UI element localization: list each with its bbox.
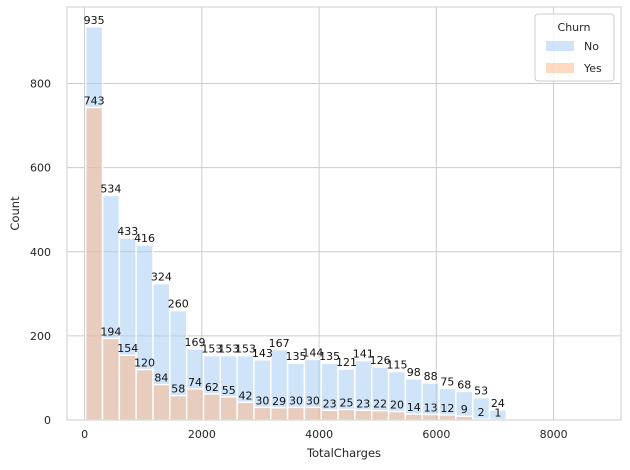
bar-yes	[320, 409, 339, 421]
bar-label-yes: 58	[171, 383, 185, 396]
bar-label-no: 126	[370, 354, 391, 367]
bar-label-yes: 22	[373, 398, 387, 411]
bar-label-yes: 154	[117, 342, 138, 355]
y-tick-label: 200	[30, 330, 51, 343]
bar-label-yes: 23	[356, 397, 370, 410]
bar-label-yes: 30	[306, 394, 320, 407]
bar-yes	[202, 393, 221, 421]
bar-yes	[404, 413, 423, 421]
bar-yes	[303, 406, 322, 421]
bar-label-no: 135	[286, 350, 307, 363]
bar-label-no: 416	[134, 232, 155, 245]
bar-label-no: 53	[474, 385, 488, 398]
y-tick-labels: 0 200 400 600 800	[30, 78, 51, 427]
bar-label-yes: 62	[205, 381, 219, 394]
bar-label-yes: 55	[222, 384, 236, 397]
bar-yes	[152, 383, 171, 421]
y-tick-label: 0	[44, 414, 51, 427]
legend-label-yes: Yes	[583, 62, 602, 75]
legend-label-no: No	[584, 40, 599, 53]
y-tick-label: 600	[30, 162, 51, 175]
x-tick-label: 8000	[540, 428, 568, 441]
bar-label-no: 75	[440, 375, 454, 388]
bar-label-yes: 14	[407, 401, 421, 414]
bar-label-no: 153	[218, 343, 239, 356]
bar-yes	[219, 396, 238, 421]
y-tick-label: 400	[30, 246, 51, 259]
bar-yes	[84, 106, 104, 421]
x-axis-title: TotalCharges	[306, 446, 381, 460]
bar-yes	[438, 414, 457, 421]
legend-swatch-yes	[546, 63, 574, 73]
bar-yes	[286, 406, 306, 421]
bar-labels-layer: 9355344334163242601691531531531431671351…	[84, 14, 505, 420]
bar-label-no: 68	[457, 378, 471, 391]
bar-label-no: 135	[319, 350, 340, 363]
bar-label-no: 935	[84, 14, 105, 27]
bar-label-yes: 42	[239, 389, 253, 402]
bar-label-no: 143	[252, 347, 273, 360]
bar-yes	[253, 406, 272, 421]
bar-label-no: 324	[151, 271, 172, 284]
bar-yes	[236, 401, 255, 421]
bar-yes	[354, 409, 373, 421]
bar-label-no: 24	[491, 397, 505, 410]
bar-label-yes: 25	[339, 396, 353, 409]
bar-label-yes: 30	[289, 394, 303, 407]
x-tick-label: 6000	[422, 428, 450, 441]
bar-yes	[135, 368, 154, 421]
y-tick-label: 800	[30, 78, 51, 91]
bar-label-yes: 30	[255, 394, 269, 407]
legend-title: Churn	[558, 21, 591, 34]
bar-label-yes: 12	[440, 402, 454, 415]
bar-label-no: 153	[235, 343, 256, 356]
bar-yes	[387, 410, 407, 421]
bars-layer	[84, 26, 508, 421]
bar-label-yes: 2	[478, 406, 485, 419]
bar-label-yes: 84	[154, 372, 168, 385]
x-tick-label: 2000	[188, 428, 216, 441]
legend-swatch-no	[546, 41, 574, 51]
bar-label-no: 115	[386, 359, 407, 372]
bar-yes	[455, 415, 474, 421]
bar-label-no: 141	[353, 348, 374, 361]
bar-label-yes: 29	[272, 395, 286, 408]
bar-label-yes: 23	[323, 397, 337, 410]
bar-label-no: 88	[424, 370, 438, 383]
bar-yes	[185, 388, 205, 421]
bar-label-no: 153	[201, 343, 222, 356]
bar-label-yes: 120	[134, 357, 155, 370]
bar-label-no: 144	[302, 346, 323, 359]
bar-label-yes: 743	[84, 95, 105, 108]
legend: Churn No Yes	[534, 13, 615, 82]
bar-label-yes: 194	[100, 325, 121, 338]
bar-label-yes: 13	[424, 402, 438, 415]
bar-yes	[421, 413, 440, 421]
x-tick-labels: 0 2000 4000 6000 8000	[81, 428, 567, 441]
bar-label-no: 121	[336, 356, 357, 369]
bar-label-yes: 1	[494, 407, 501, 420]
bar-yes	[169, 394, 188, 421]
y-axis-title: Count	[8, 196, 22, 231]
bar-yes	[270, 407, 289, 421]
bar-label-no: 169	[185, 336, 206, 349]
bar-label-no: 433	[117, 225, 138, 238]
bar-yes	[371, 410, 390, 421]
bar-label-no: 534	[100, 182, 121, 195]
x-tick-label: 0	[81, 428, 88, 441]
x-tick-label: 4000	[305, 428, 333, 441]
bar-yes	[337, 408, 356, 421]
plot-frame	[66, 6, 622, 421]
bar-label-yes: 9	[461, 403, 468, 416]
bar-label-no: 167	[269, 337, 290, 350]
bar-label-no: 98	[407, 366, 421, 379]
bar-label-yes: 20	[390, 399, 404, 412]
bar-label-no: 260	[168, 298, 189, 311]
bar-label-yes: 74	[188, 376, 202, 389]
